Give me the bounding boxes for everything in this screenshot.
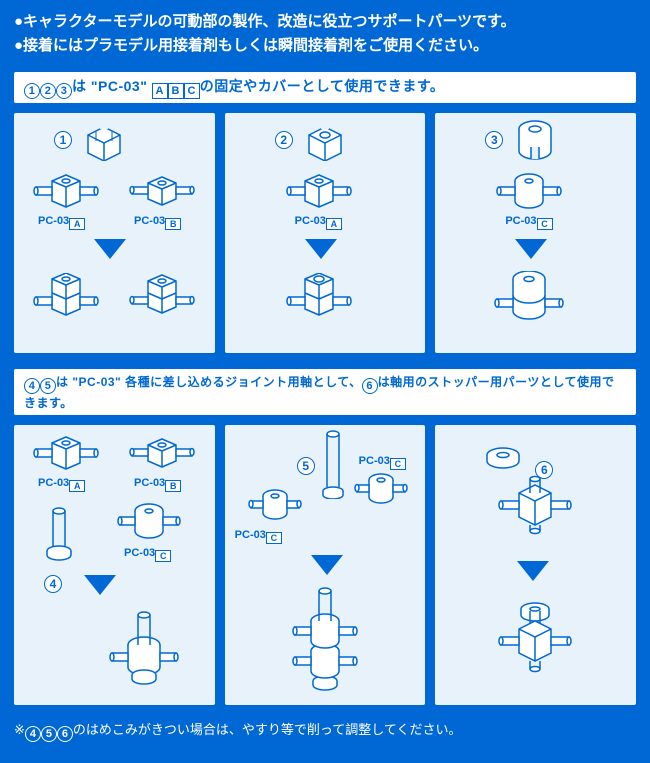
joint-c4-result-icon xyxy=(94,609,194,689)
footnote-c4: 4 xyxy=(25,726,41,742)
joint-c-result-icon xyxy=(485,271,575,325)
joint-c4-icon xyxy=(114,501,184,545)
panel-4-label-c: PC-03C xyxy=(124,547,171,562)
footnote-c6: 6 xyxy=(57,726,73,742)
panel-6: 6 xyxy=(435,425,636,705)
peg-long-icon xyxy=(321,429,345,499)
panel-5-label-c2: PC-03C xyxy=(235,529,282,544)
panel-row-1: 1 xyxy=(0,113,650,363)
boxed-a: A xyxy=(152,83,168,99)
product-code: PC-03 xyxy=(98,78,140,94)
joint-c5b-icon xyxy=(351,471,411,511)
arrow-icon-3 xyxy=(515,239,547,259)
peg-short-icon xyxy=(44,505,74,561)
intro-line-2: ●接着にはプラモデル用接着剤もしくは瞬間接着剤をご使用ください。 xyxy=(14,34,636,58)
circled-2: 2 xyxy=(40,83,56,99)
product-code-2: PC-03 xyxy=(79,375,116,389)
footnote-pre: ※ xyxy=(14,722,25,737)
joint-b-icon xyxy=(118,173,208,213)
joint-a-result-icon xyxy=(22,273,112,323)
panel-4-num: 4 xyxy=(44,575,62,593)
ring-icon xyxy=(483,447,523,471)
cap-cube-icon xyxy=(82,121,126,161)
arrow-icon-4 xyxy=(84,575,116,595)
arrow-icon-2 xyxy=(305,239,337,259)
footnote-text: のはめこみがきつい場合は、やすり等で削って調整してください。 xyxy=(73,722,462,737)
intro-line-1: ●キャラクターモデルの可動部の製作、改造に役立つサポートパーツです。 xyxy=(14,10,636,34)
panel-1-label-b: PC-03B xyxy=(134,215,181,230)
cap-cube-2-icon xyxy=(303,121,347,161)
joint-c5a-icon xyxy=(245,487,305,527)
cap-cyl-icon xyxy=(513,119,557,163)
panel-4-label-a: PC-03A xyxy=(38,477,85,492)
panel-4: PC-03A PC-03B PC-03C 4 xyxy=(14,425,215,705)
section-2-mid: 各種に差し込めるジョイント用軸として、 xyxy=(125,375,362,389)
section-1-header: 123は "PC-03" ABCの固定やカバーとして使用できます。 xyxy=(14,72,636,103)
circled-1: 1 xyxy=(24,83,40,99)
circled-3: 3 xyxy=(56,83,72,99)
panel-4-label-b: PC-03B xyxy=(134,477,181,492)
panel-1: 1 xyxy=(14,113,215,353)
joint-a2-icon xyxy=(275,173,365,213)
joint-b4-icon xyxy=(118,435,208,475)
arrow-icon-5 xyxy=(311,555,343,575)
joint-a-icon xyxy=(22,173,112,213)
footnote: ※456のはめこみがきつい場合は、やすり等で削って調整してください。 xyxy=(0,715,650,746)
assembly-result-icon xyxy=(245,585,405,695)
section-1-tail: の固定やカバーとして使用できます。 xyxy=(200,78,445,94)
panel-1-num: 1 xyxy=(54,131,72,149)
joint-a2-result-icon xyxy=(275,273,365,323)
arrow-icon xyxy=(94,239,126,259)
circled-5: 5 xyxy=(40,378,56,394)
joint-a4-icon xyxy=(22,435,112,475)
footnote-c5: 5 xyxy=(41,726,57,742)
panel-3: 3 PC-03C xyxy=(435,113,636,353)
section-2-header: 45は "PC-03" 各種に差し込めるジョイント用軸として、6は軸用のストッパ… xyxy=(14,369,636,415)
joint-b-result-icon xyxy=(118,273,208,323)
panel-5-label-c1: PC-03C xyxy=(359,455,406,470)
panel-5-num: 5 xyxy=(297,457,315,475)
arrow-icon-6 xyxy=(517,561,549,581)
boxed-c: C xyxy=(184,83,200,99)
joint-c-icon xyxy=(485,171,575,215)
panel-2: 2 PC-03A xyxy=(225,113,426,353)
panel-2-num: 2 xyxy=(275,131,293,149)
joint-peg-6-icon xyxy=(481,475,591,545)
panel-5: 5 xyxy=(225,425,426,705)
joint-ring-result-icon xyxy=(481,599,591,689)
panel-2-label: PC-03A xyxy=(295,215,342,230)
circled-4: 4 xyxy=(24,378,40,394)
panel-3-num: 3 xyxy=(485,131,503,149)
boxed-b: B xyxy=(168,83,184,99)
circled-6: 6 xyxy=(362,378,378,394)
panel-1-label-a: PC-03A xyxy=(38,215,85,230)
panel-3-label: PC-03C xyxy=(505,215,552,230)
intro-text: ●キャラクターモデルの可動部の製作、改造に役立つサポートパーツです。 ●接着には… xyxy=(0,0,650,66)
panel-row-2: PC-03A PC-03B PC-03C 4 xyxy=(0,425,650,715)
